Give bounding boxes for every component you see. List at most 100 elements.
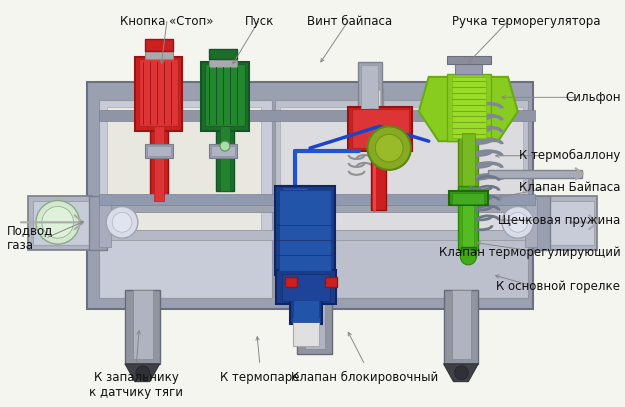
- Bar: [462, 133, 475, 188]
- Circle shape: [112, 212, 132, 232]
- Bar: [444, 290, 478, 364]
- Bar: [488, 170, 582, 178]
- Bar: [285, 277, 297, 287]
- Circle shape: [36, 201, 79, 244]
- Text: Кнопка «Стоп»: Кнопка «Стоп»: [121, 15, 214, 28]
- Bar: [209, 49, 237, 59]
- Bar: [99, 109, 534, 121]
- Bar: [449, 190, 488, 206]
- Bar: [147, 146, 171, 156]
- Bar: [205, 64, 245, 126]
- Bar: [283, 188, 307, 204]
- Bar: [220, 102, 230, 190]
- Text: Клапан Байпаса: Клапан Байпаса: [519, 182, 621, 195]
- Bar: [276, 270, 336, 304]
- Bar: [99, 100, 272, 298]
- Bar: [451, 290, 471, 359]
- Circle shape: [42, 206, 74, 238]
- Bar: [371, 131, 386, 210]
- Circle shape: [502, 206, 534, 238]
- Bar: [145, 39, 172, 51]
- Bar: [209, 59, 237, 67]
- Bar: [297, 295, 332, 354]
- Bar: [99, 230, 534, 240]
- Bar: [290, 300, 322, 324]
- Circle shape: [136, 366, 150, 380]
- Bar: [281, 186, 310, 206]
- Bar: [525, 199, 537, 247]
- Bar: [89, 196, 107, 250]
- Bar: [211, 146, 235, 156]
- Bar: [216, 97, 234, 190]
- Bar: [452, 193, 484, 204]
- Bar: [133, 290, 152, 359]
- Bar: [532, 196, 551, 250]
- Bar: [276, 186, 335, 275]
- Bar: [361, 89, 383, 116]
- Bar: [357, 62, 382, 126]
- Bar: [325, 277, 337, 287]
- Bar: [361, 65, 378, 123]
- Text: К запальнику
к датчику тяги: К запальнику к датчику тяги: [89, 371, 183, 399]
- Bar: [125, 290, 159, 364]
- Polygon shape: [419, 77, 518, 141]
- Circle shape: [106, 206, 138, 238]
- Bar: [458, 186, 478, 250]
- Bar: [348, 107, 412, 151]
- Text: Клапан терморегулирующий: Клапан терморегулирующий: [439, 246, 621, 259]
- Text: К термобаллону: К термобаллону: [519, 149, 621, 162]
- Bar: [461, 247, 476, 257]
- Bar: [458, 131, 478, 190]
- Bar: [447, 56, 491, 64]
- Bar: [279, 190, 331, 271]
- Circle shape: [454, 366, 468, 380]
- Text: Пуск: Пуск: [245, 15, 274, 28]
- Polygon shape: [125, 364, 159, 382]
- Bar: [532, 196, 597, 250]
- Bar: [28, 196, 92, 250]
- Text: Клапан блокировочный: Клапан блокировочный: [291, 371, 439, 384]
- Bar: [364, 90, 380, 112]
- Circle shape: [361, 105, 384, 128]
- Bar: [150, 97, 168, 201]
- Bar: [305, 295, 325, 349]
- Bar: [135, 57, 182, 131]
- Text: К термопаре: К термопаре: [220, 371, 300, 384]
- Bar: [201, 62, 249, 131]
- Bar: [33, 201, 91, 245]
- Bar: [293, 300, 319, 322]
- Circle shape: [508, 212, 528, 232]
- Bar: [352, 109, 409, 148]
- Polygon shape: [444, 364, 478, 382]
- Bar: [154, 102, 164, 201]
- Text: Ручка терморегулятора: Ручка терморегулятора: [452, 15, 600, 28]
- Bar: [451, 77, 486, 138]
- Bar: [99, 199, 534, 212]
- Circle shape: [376, 134, 403, 162]
- Bar: [279, 270, 331, 280]
- Bar: [145, 51, 172, 59]
- Bar: [293, 318, 319, 346]
- Bar: [282, 274, 330, 302]
- Text: К основной горелке: К основной горелке: [496, 280, 621, 293]
- Text: Подвод
газа: Подвод газа: [6, 224, 53, 252]
- Bar: [209, 144, 237, 158]
- Bar: [276, 100, 528, 298]
- Bar: [281, 107, 522, 230]
- Bar: [534, 201, 594, 245]
- Text: Сильфон: Сильфон: [565, 91, 621, 104]
- Bar: [88, 82, 532, 309]
- Bar: [145, 144, 172, 158]
- Circle shape: [368, 126, 411, 170]
- Text: Винт байпаса: Винт байпаса: [307, 15, 392, 28]
- Circle shape: [461, 249, 476, 265]
- Bar: [99, 194, 534, 206]
- Text: Щечковая пружина: Щечковая пружина: [498, 214, 621, 227]
- Bar: [447, 74, 491, 141]
- Bar: [456, 64, 482, 74]
- Bar: [462, 190, 474, 247]
- Circle shape: [220, 141, 230, 151]
- Bar: [107, 107, 261, 230]
- Bar: [99, 199, 111, 247]
- Bar: [139, 59, 178, 126]
